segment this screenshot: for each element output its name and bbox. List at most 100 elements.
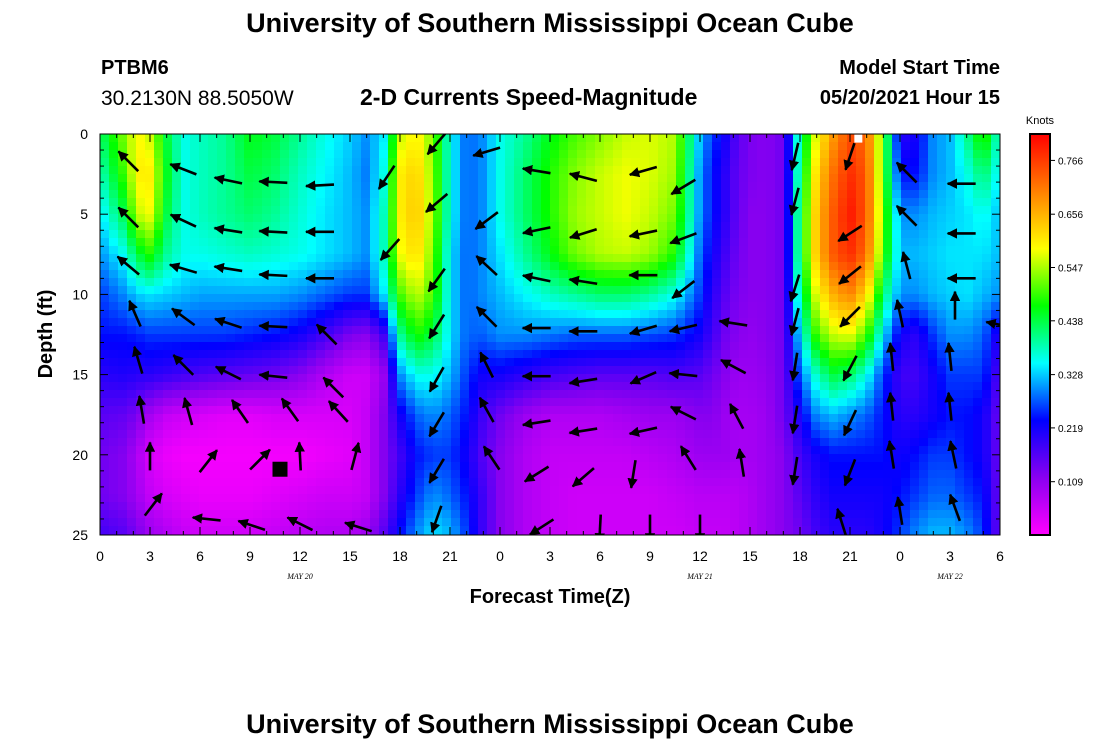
heatmap-cell [955,182,965,191]
heatmap-cell [217,494,227,503]
heatmap-cell [541,278,551,287]
heatmap-cell [847,286,857,295]
heatmap-cell [154,406,164,415]
heatmap-cell [388,310,398,319]
heatmap-cell [874,230,884,239]
heatmap-cell [712,454,722,463]
heatmap-cell [388,422,398,431]
heatmap-cell [370,270,380,279]
heatmap-cell [487,334,497,343]
heatmap-cell [937,278,947,287]
heatmap-cell [775,366,785,375]
heatmap-cell [208,382,218,391]
heatmap-cell [154,142,164,151]
heatmap-cell [469,518,479,527]
heatmap-cell [361,278,371,287]
heatmap-cell [370,302,380,311]
heatmap-cell [577,166,587,175]
heatmap-cell [703,230,713,239]
heatmap-cell [100,190,110,199]
heatmap-cell [541,174,551,183]
heatmap-cell [298,518,308,527]
heatmap-cell [991,478,1000,487]
heatmap-cell [577,246,587,255]
heatmap-cell [721,326,731,335]
heatmap-cell [919,462,929,471]
heatmap-cell [919,334,929,343]
heatmap-cell [847,302,857,311]
heatmap-cell [460,398,470,407]
heatmap-cell [136,270,146,279]
heatmap-cell [415,182,425,191]
heatmap-cell [127,462,137,471]
heatmap-cell [298,526,308,535]
heatmap-cell [505,262,515,271]
heatmap-cell [973,510,983,519]
heatmap-cell [154,302,164,311]
heatmap-cell [874,206,884,215]
heatmap-cell [451,486,461,495]
heatmap-cell [478,326,488,335]
heatmap-cell [541,406,551,415]
heatmap-cell [127,478,137,487]
heatmap-cell [784,214,794,223]
heatmap-cell [406,526,416,535]
heatmap-cell [487,142,497,151]
heatmap-cell [766,494,776,503]
heatmap-cell [388,142,398,151]
heatmap-cell [802,270,812,279]
heatmap-cell [757,150,767,159]
heatmap-cell [271,446,281,455]
heatmap-cell [235,246,245,255]
heatmap-cell [577,486,587,495]
heatmap-cell [622,150,632,159]
heatmap-cell [559,198,569,207]
heatmap-cell [874,510,884,519]
heatmap-cell [613,198,623,207]
heatmap-cell [604,222,614,231]
heatmap-cell [712,182,722,191]
heatmap-cell [928,494,938,503]
heatmap-cell [982,358,992,367]
heatmap-cell [136,518,146,527]
heatmap-cell [505,246,515,255]
heatmap-cell [271,326,281,335]
heatmap-cell [586,390,596,399]
heatmap-cell [622,486,632,495]
heatmap-cell [964,390,974,399]
heatmap-cell [811,422,821,431]
heatmap-cell [640,446,650,455]
heatmap-cell [388,334,398,343]
heatmap-cell [550,390,560,399]
heatmap-cell [298,470,308,479]
heatmap-cell [631,414,641,423]
heatmap-cell [487,526,497,535]
heatmap-cell [523,310,533,319]
heatmap-cell [892,526,902,535]
heatmap-cell [667,414,677,423]
heatmap-cell [226,134,236,143]
heatmap-cell [928,470,938,479]
heatmap-cell [604,278,614,287]
heatmap-cell [127,318,137,327]
heatmap-cell [658,182,668,191]
heatmap-cell [559,310,569,319]
heatmap-cell [874,366,884,375]
heatmap-cell [352,526,362,535]
heatmap-cell [487,150,497,159]
heatmap-cell [226,478,236,487]
heatmap-cell [127,342,137,351]
heatmap-cell [883,166,893,175]
heatmap-cell [838,398,848,407]
heatmap-cell [397,350,407,359]
heatmap-cell [595,262,605,271]
heatmap-cell [748,318,758,327]
heatmap-cell [982,214,992,223]
heatmap-cell [739,214,749,223]
heatmap-cell [190,230,200,239]
heatmap-cell [586,294,596,303]
station-coordinates: 30.2130N 88.5050W [101,87,294,110]
heatmap-cell [217,326,227,335]
heatmap-cell [568,518,578,527]
heatmap-cell [973,294,983,303]
